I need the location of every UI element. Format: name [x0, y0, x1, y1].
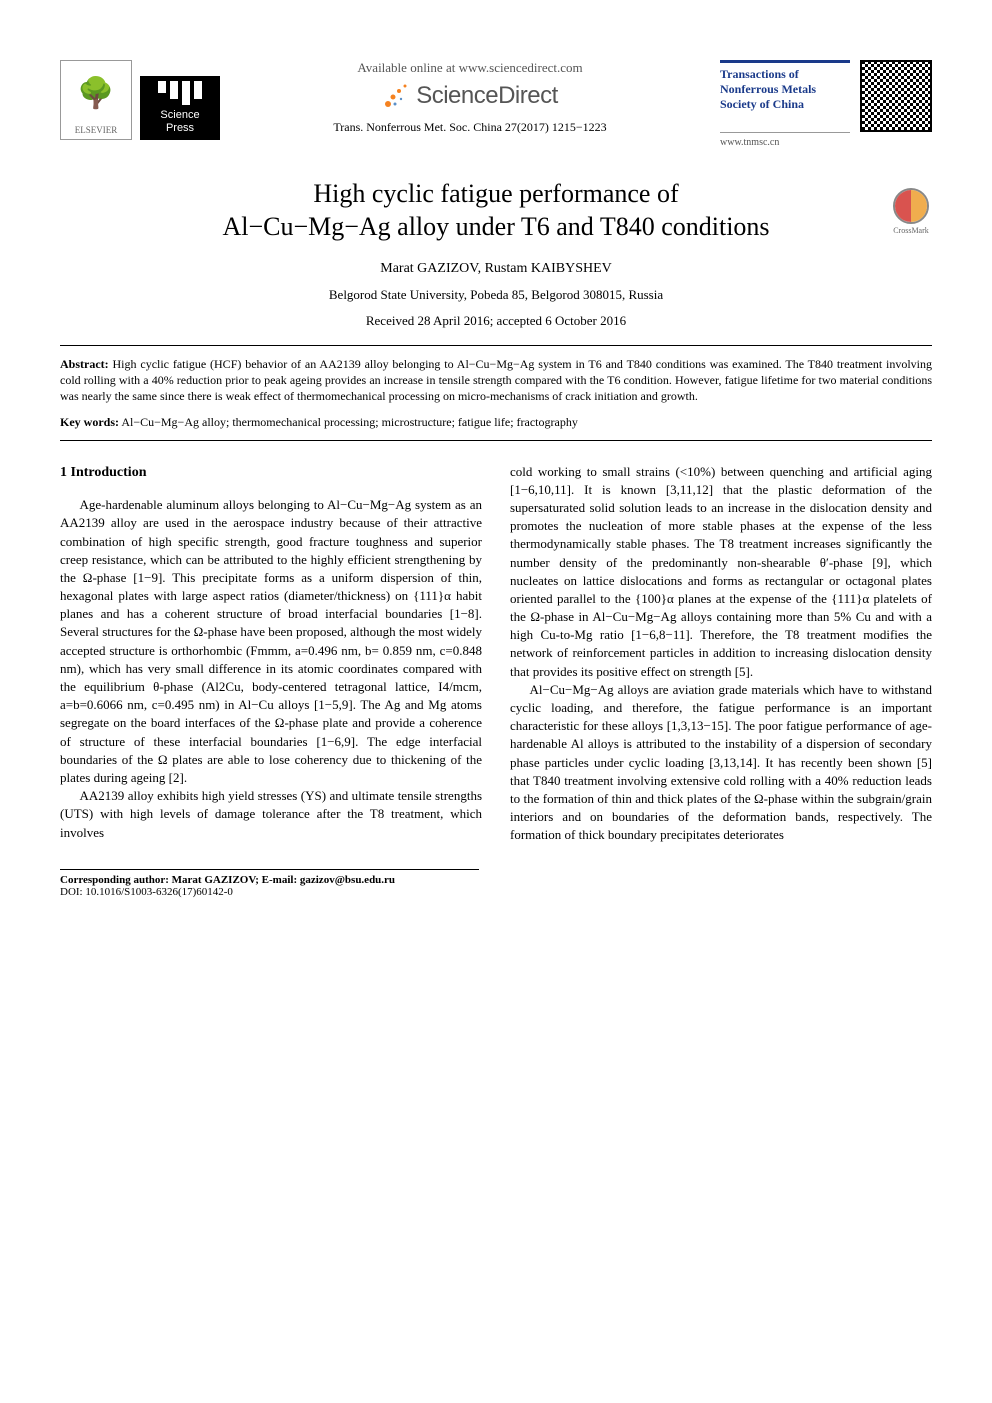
- col-left-p1: Age-hardenable aluminum alloys belonging…: [60, 496, 482, 787]
- col-right-p2: Al−Cu−Mg−Ag alloys are aviation grade ma…: [510, 681, 932, 845]
- title-block: High cyclic fatigue performance of Al−Cu…: [60, 178, 932, 243]
- header-right: Transactions of Nonferrous Metals Societ…: [720, 60, 932, 148]
- journal-title-box: Transactions of Nonferrous Metals Societ…: [720, 60, 850, 148]
- title-line-2: Al−Cu−Mg−Ag alloy under T6 and T840 cond…: [222, 212, 769, 241]
- sciencedirect-line: ScienceDirect: [235, 82, 705, 110]
- elsevier-logo: 🌳 ELSEVIER: [60, 60, 132, 140]
- col-left-p2: AA2139 alloy exhibits high yield stresse…: [60, 787, 482, 842]
- crossmark-label: CrossMark: [890, 226, 932, 235]
- publisher-logos: 🌳 ELSEVIER Science Press: [60, 60, 220, 140]
- journal-header: 🌳 ELSEVIER Science Press Available onlin…: [60, 60, 932, 148]
- available-online-text: Available online at www.sciencedirect.co…: [235, 60, 705, 76]
- doi-line: DOI: 10.1016/S1003-6326(17)60142-0: [60, 886, 479, 898]
- column-left: 1 Introduction Age-hardenable aluminum a…: [60, 463, 482, 845]
- journal-title-line-2: Nonferrous Metals: [720, 82, 850, 97]
- keywords-text: Al−Cu−Mg−Ag alloy; thermomechanical proc…: [121, 415, 578, 429]
- affiliation: Belgorod State University, Pobeda 85, Be…: [60, 287, 932, 303]
- body-columns: 1 Introduction Age-hardenable aluminum a…: [60, 463, 932, 845]
- citation-line: Trans. Nonferrous Met. Soc. China 27(201…: [235, 120, 705, 135]
- sciencedirect-text: ScienceDirect: [416, 82, 558, 110]
- qr-code-icon: [860, 60, 932, 132]
- science-press-label-2: Press: [166, 122, 194, 135]
- section-1-heading: 1 Introduction: [60, 463, 482, 483]
- elsevier-tree-icon: 🌳: [61, 61, 131, 125]
- journal-title-line-3: Society of China: [720, 97, 850, 112]
- title-line-1: High cyclic fatigue performance of: [313, 179, 678, 208]
- article-title: High cyclic fatigue performance of Al−Cu…: [60, 178, 932, 243]
- keywords-line: Key words: Al−Cu−Mg−Ag alloy; thermomech…: [60, 415, 932, 430]
- abstract-text: High cyclic fatigue (HCF) behavior of an…: [60, 357, 932, 403]
- corresponding-text: Corresponding author: Marat GAZIZOV; E-m…: [60, 874, 395, 886]
- science-press-bars-icon: [158, 81, 202, 105]
- corresponding-author: Corresponding author: Marat GAZIZOV; E-m…: [60, 874, 479, 886]
- journal-url: www.tnmsc.cn: [720, 132, 850, 148]
- rule-top: [60, 345, 932, 346]
- abstract-block: Abstract: High cyclic fatigue (HCF) beha…: [60, 356, 932, 405]
- col-right-p1: cold working to small strains (<10%) bet…: [510, 463, 932, 681]
- sciencedirect-icon: [382, 82, 410, 110]
- science-press-logo: Science Press: [140, 76, 220, 140]
- crossmark-badge[interactable]: CrossMark: [890, 188, 932, 230]
- rule-bottom: [60, 440, 932, 441]
- abstract-label: Abstract:: [60, 357, 109, 371]
- footer-block: Corresponding author: Marat GAZIZOV; E-m…: [60, 869, 479, 898]
- column-right: cold working to small strains (<10%) bet…: [510, 463, 932, 845]
- keywords-label: Key words:: [60, 415, 119, 429]
- elsevier-label: ELSEVIER: [61, 125, 131, 135]
- received-accepted: Received 28 April 2016; accepted 6 Octob…: [60, 313, 932, 329]
- journal-title-line-1: Transactions of: [720, 67, 850, 82]
- crossmark-icon: [893, 188, 929, 224]
- header-center: Available online at www.sciencedirect.co…: [220, 60, 720, 135]
- science-press-label-1: Science: [160, 109, 199, 122]
- authors: Marat GAZIZOV, Rustam KAIBYSHEV: [60, 261, 932, 277]
